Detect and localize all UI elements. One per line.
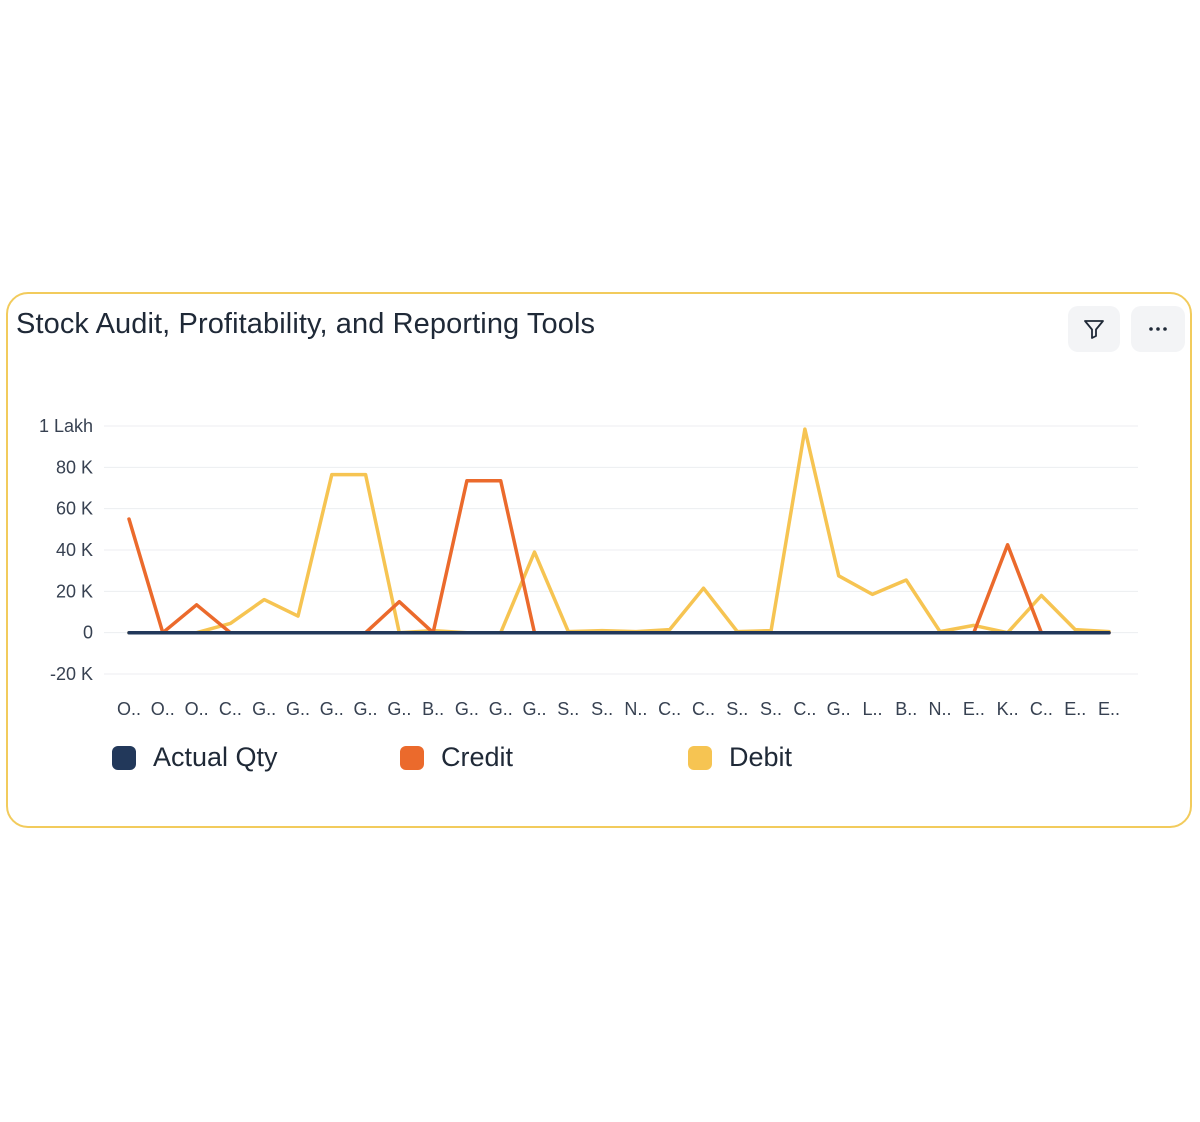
x-tick-label: B.. bbox=[895, 699, 917, 719]
filter-icon bbox=[1084, 320, 1104, 339]
x-tick-label: C.. bbox=[219, 699, 242, 719]
x-tick-label: C.. bbox=[1030, 699, 1053, 719]
x-tick-label: G.. bbox=[354, 699, 378, 719]
x-tick-label: S.. bbox=[760, 699, 782, 719]
chart-title: Stock Audit, Profitability, and Reportin… bbox=[16, 308, 596, 340]
x-tick-label: B.. bbox=[422, 699, 444, 719]
x-tick-label: O.. bbox=[185, 699, 209, 719]
x-tick-label: O.. bbox=[151, 699, 175, 719]
x-tick-label: G.. bbox=[489, 699, 513, 719]
legend-swatch-credit bbox=[400, 745, 424, 770]
y-tick-label: 20 K bbox=[56, 581, 93, 601]
x-tick-label: N.. bbox=[929, 699, 952, 719]
more-horizontal-icon bbox=[1149, 327, 1167, 331]
x-tick-label: G.. bbox=[523, 699, 547, 719]
legend-label-debit: Debit bbox=[729, 742, 793, 772]
x-tick-label: G.. bbox=[387, 699, 411, 719]
x-tick-label: C.. bbox=[793, 699, 816, 719]
y-tick-label: 80 K bbox=[56, 457, 93, 477]
x-tick-label: S.. bbox=[557, 699, 579, 719]
legend-swatch-debit bbox=[688, 745, 712, 770]
legend-label-actual-qty: Actual Qty bbox=[153, 742, 278, 772]
x-tick-label: G.. bbox=[286, 699, 310, 719]
series-line-debit[interactable] bbox=[127, 427, 1111, 635]
more-options-button[interactable] bbox=[1131, 306, 1185, 352]
series-line-credit[interactable] bbox=[127, 479, 1111, 635]
line-chart: 1 Lakh 80 K 60 K 40 K 20 K 0 -20 K O.. O.. O.. C..… bbox=[39, 416, 1138, 719]
x-tick-label: C.. bbox=[692, 699, 715, 719]
x-tick-label: G.. bbox=[455, 699, 479, 719]
x-tick-label: K.. bbox=[997, 699, 1019, 719]
x-tick-label: G.. bbox=[252, 699, 276, 719]
chart-card: Stock Audit, Profitability, and Reportin… bbox=[6, 292, 1192, 828]
legend-swatch-actual-qty bbox=[112, 745, 136, 770]
x-tick-label: E.. bbox=[1064, 699, 1086, 719]
x-tick-label: L.. bbox=[862, 699, 882, 719]
filter-button[interactable] bbox=[1068, 306, 1120, 352]
legend-item-debit[interactable]: Debit bbox=[688, 742, 792, 773]
legend-item-credit[interactable]: Credit bbox=[400, 742, 513, 773]
x-tick-label: O.. bbox=[117, 699, 141, 719]
y-tick-label: 60 K bbox=[56, 499, 93, 519]
x-tick-label: G.. bbox=[320, 699, 344, 719]
x-tick-label: E.. bbox=[963, 699, 985, 719]
y-tick-label: -20 K bbox=[50, 664, 93, 684]
x-tick-label: E.. bbox=[1098, 699, 1120, 719]
y-tick-label: 0 bbox=[83, 623, 93, 643]
x-tick-label: G.. bbox=[827, 699, 851, 719]
y-tick-label: 1 Lakh bbox=[39, 416, 93, 436]
x-tick-label: S.. bbox=[591, 699, 613, 719]
legend-item-actual-qty[interactable]: Actual Qty bbox=[112, 742, 278, 773]
chart-legend: Actual Qty Credit Debit bbox=[8, 742, 1190, 782]
legend-label-credit: Credit bbox=[441, 742, 514, 772]
y-tick-label: 40 K bbox=[56, 540, 93, 560]
x-tick-label: S.. bbox=[726, 699, 748, 719]
x-tick-label: N.. bbox=[624, 699, 647, 719]
x-tick-label: C.. bbox=[658, 699, 681, 719]
